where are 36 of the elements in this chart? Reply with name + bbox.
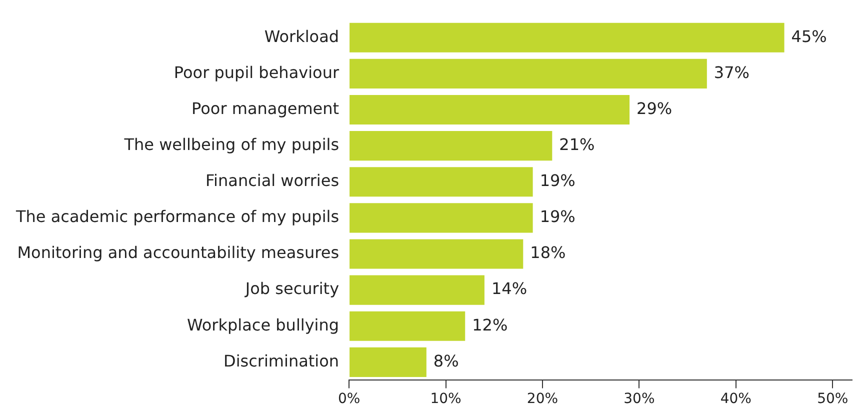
y-tick-label: Discrimination xyxy=(224,351,340,370)
data-label: 45% xyxy=(791,26,827,46)
bar xyxy=(350,131,552,161)
y-tick-label: Poor management xyxy=(192,98,340,118)
y-tick-label: Financial worries xyxy=(206,171,340,190)
bar xyxy=(350,94,630,125)
data-label: 18% xyxy=(530,243,566,262)
y-tick-label: The academic performance of my pupils xyxy=(15,207,340,226)
bar xyxy=(350,203,533,233)
data-label: 37% xyxy=(714,62,750,82)
bar xyxy=(350,22,784,52)
x-tick-label: 10% xyxy=(430,391,462,408)
y-tick-label: Job security xyxy=(244,279,340,298)
bar xyxy=(350,275,484,305)
y-tick-label: Monitoring and accountability measures xyxy=(17,243,340,262)
bar xyxy=(350,167,533,197)
data-label: 19% xyxy=(540,171,576,190)
x-tick-label: 30% xyxy=(624,391,655,408)
data-label: 21% xyxy=(559,134,595,154)
bar xyxy=(350,311,466,341)
y-tick-label: Workplace bullying xyxy=(187,315,340,334)
x-tick-label: 20% xyxy=(526,391,558,408)
x-tick-label: 0% xyxy=(338,391,360,408)
bar xyxy=(350,239,524,269)
y-tick-label: The wellbeing of my pupils xyxy=(123,134,340,154)
bar xyxy=(350,347,426,377)
x-tick-label: 50% xyxy=(817,391,848,408)
data-label: 8% xyxy=(433,351,459,370)
data-label: 29% xyxy=(636,98,672,118)
data-label: 19% xyxy=(540,207,576,226)
x-tick-label: 40% xyxy=(720,391,752,408)
data-label: 12% xyxy=(472,315,508,334)
data-label: 14% xyxy=(491,279,528,298)
y-tick-label: Workload xyxy=(264,26,340,46)
bar xyxy=(350,58,707,88)
y-tick-label: Poor pupil behaviour xyxy=(174,62,340,82)
